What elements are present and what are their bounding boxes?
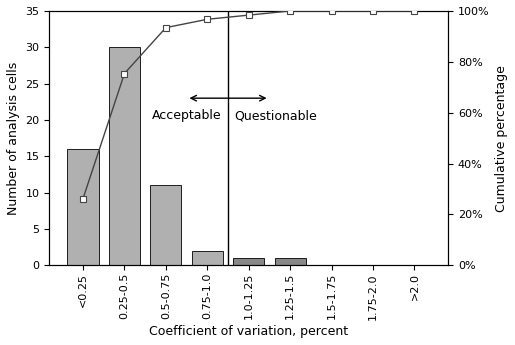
Bar <box>274 258 306 265</box>
Bar <box>192 251 223 265</box>
Bar <box>233 258 264 265</box>
Text: Acceptable: Acceptable <box>152 109 222 122</box>
X-axis label: Coefficient of variation, percent: Coefficient of variation, percent <box>149 325 348 338</box>
Y-axis label: Cumulative percentage: Cumulative percentage <box>495 65 508 211</box>
Bar <box>67 149 98 265</box>
Text: Questionable: Questionable <box>234 109 317 122</box>
Bar <box>150 185 181 265</box>
Bar <box>109 47 140 265</box>
Y-axis label: Number of analysis cells: Number of analysis cells <box>7 61 20 215</box>
